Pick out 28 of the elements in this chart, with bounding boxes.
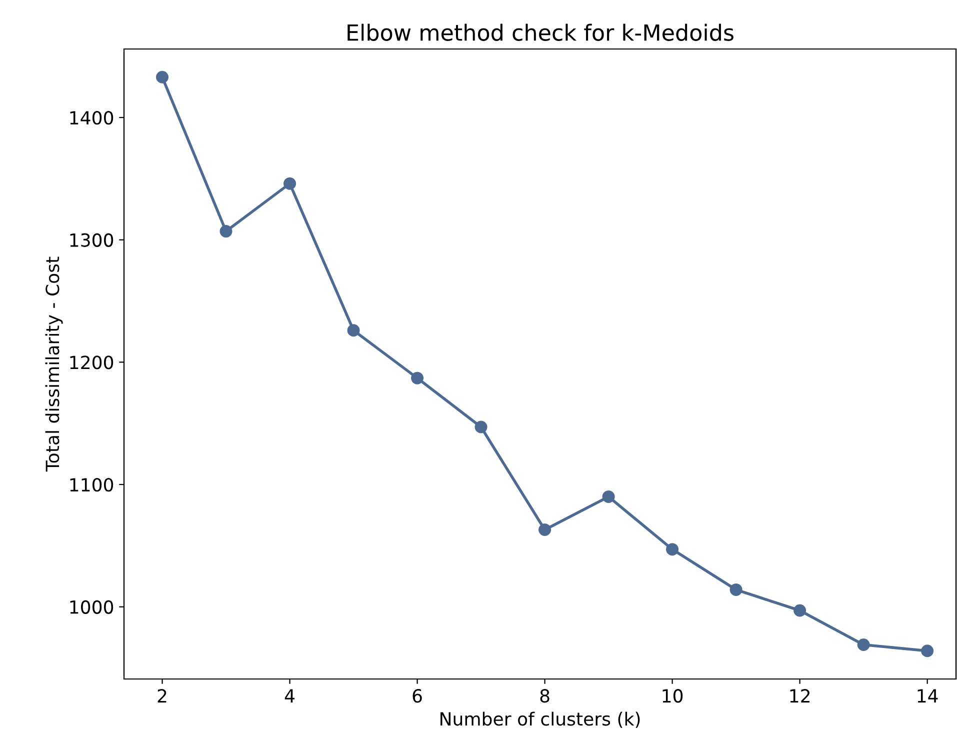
point — [730, 583, 742, 596]
point — [220, 225, 232, 238]
x-tick-label: 12 — [790, 689, 810, 702]
chart-title: Elbow method check for k-Medoids — [348, 24, 734, 41]
y-tick-label: 1100 — [70, 478, 114, 492]
point — [284, 177, 296, 190]
y-tick-label: 1400 — [70, 110, 114, 125]
point — [156, 70, 169, 84]
x-tick-label: 8 — [540, 689, 550, 703]
point — [857, 638, 870, 651]
point — [347, 324, 360, 337]
x-tick-label: 10 — [662, 689, 683, 703]
x-tick-label: 4 — [284, 689, 294, 702]
y-tick-label: 1200 — [70, 356, 114, 370]
point — [666, 543, 679, 556]
point — [794, 604, 806, 617]
x-axis-title: Number of clusters (k) — [440, 712, 640, 728]
point — [538, 524, 552, 536]
point — [602, 490, 615, 503]
point — [921, 644, 934, 658]
point — [474, 420, 488, 434]
x-tick-label: 6 — [412, 689, 422, 703]
y-tick-label: 1300 — [70, 233, 114, 247]
y-axis-title: Total dissimilarity - Cost — [45, 256, 63, 472]
point — [411, 372, 424, 384]
x-tick-label: 14 — [918, 689, 938, 702]
x-tick-label: 2 — [158, 689, 166, 702]
y-tick-label: 1000 — [70, 600, 114, 614]
